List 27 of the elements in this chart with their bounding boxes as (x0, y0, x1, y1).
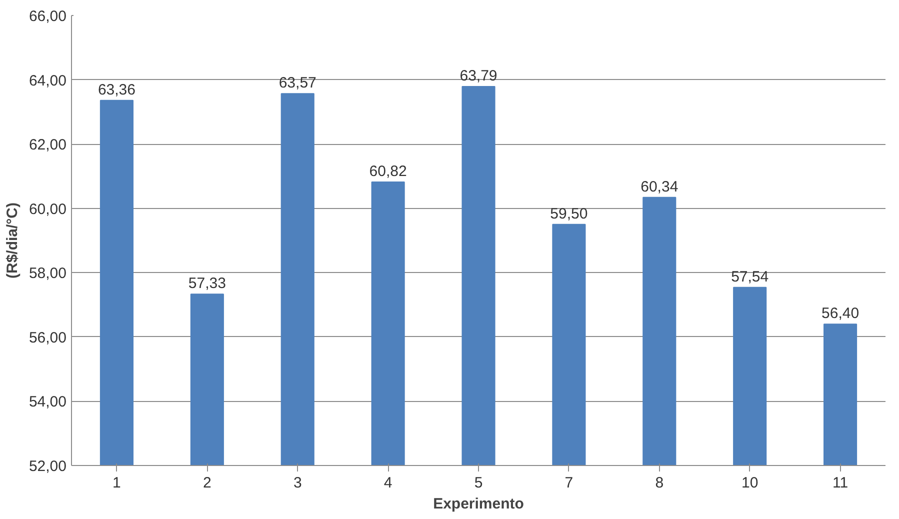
x-tick-label: 2 (202, 474, 212, 492)
data-label: 59,50 (550, 205, 588, 222)
y-tick-label: 60,00 (28, 200, 67, 218)
y-tick-label: 54,00 (28, 394, 67, 411)
y-tick-label: 66,00 (28, 8, 67, 25)
y-tick-label: 52,00 (28, 458, 67, 475)
x-tick-label: 8 (655, 474, 664, 492)
data-label: 57,33 (188, 275, 226, 292)
x-tick-label: 4 (384, 474, 392, 492)
data-label: 60,82 (369, 163, 407, 180)
y-tick-label: 62,00 (28, 136, 67, 154)
data-label: 57,54 (731, 268, 769, 286)
x-tick-label: 10 (741, 474, 758, 492)
x-tick-label: 3 (293, 474, 302, 492)
x-tick-label: 11 (832, 474, 848, 492)
y-tick-label: 64,00 (28, 72, 67, 90)
x-axis-title: Experimento (433, 496, 524, 512)
data-label: 63,57 (278, 74, 316, 92)
x-tick-label: 1 (112, 474, 121, 492)
x-tick-label: 7 (564, 474, 574, 492)
x-tick-label: 5 (474, 474, 483, 492)
y-axis-title: (R$/dia/°C) (4, 202, 21, 278)
data-label: 63,36 (98, 81, 136, 98)
data-label: 60,34 (640, 178, 678, 196)
data-label: 56,40 (822, 305, 860, 322)
y-tick-label: 58,00 (28, 265, 67, 282)
y-tick-label: 56,00 (28, 329, 67, 346)
